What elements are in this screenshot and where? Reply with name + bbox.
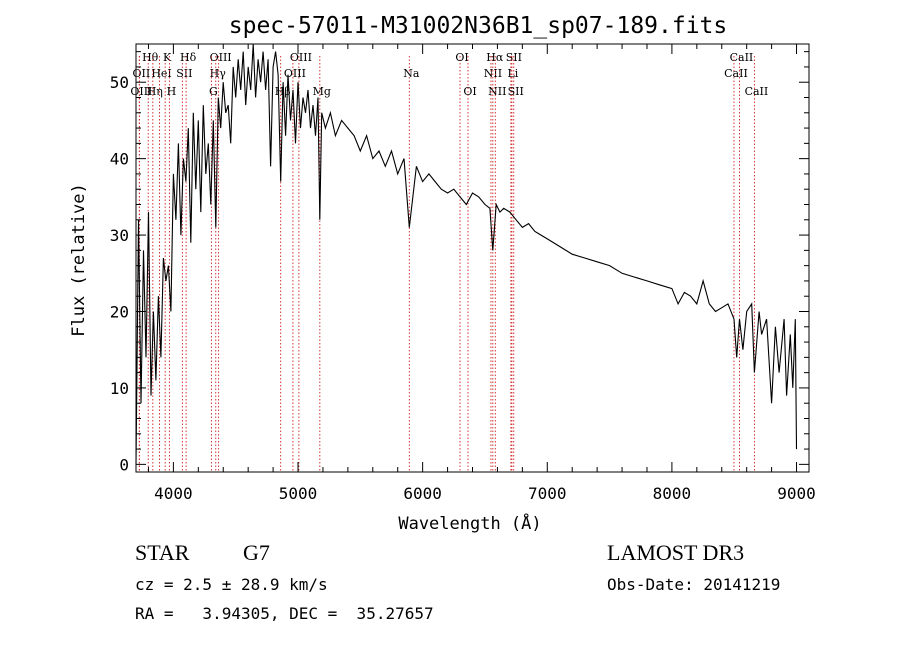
line-marker-label: Na (403, 67, 420, 80)
object-class: STAR (135, 540, 190, 565)
chart-title: spec-57011-M31002N36B1_sp07-189.fits (229, 13, 728, 39)
x-tick-label: 7000 (528, 484, 567, 503)
redshift-velocity: cz = 2.5 ± 28.9 km/s (135, 575, 328, 594)
x-tick-label: 4000 (154, 484, 193, 503)
plot-frame (135, 43, 810, 473)
axis-ticks: 4000 5000 6000 7000 8000 9000 0 10 20 30 40 50 (110, 44, 816, 503)
survey-name: LAMOST DR3 (607, 540, 745, 565)
line-marker-label: Mg (313, 85, 331, 98)
line-marker-label: OI (463, 85, 476, 98)
object-subclass: G7 (243, 540, 270, 565)
coordinates: RA = 3.94305, DEC = 35.27657 (135, 604, 434, 623)
y-tick-label: 40 (110, 150, 129, 169)
y-tick-label: 20 (110, 303, 129, 322)
line-marker-label: SII (508, 85, 524, 98)
line-marker-label: OIII (210, 51, 232, 64)
line-marker-label: OI (455, 51, 468, 64)
line-marker-label: CaII (745, 85, 769, 98)
x-tick-label: 5000 (279, 484, 318, 503)
line-marker-label: SII (176, 67, 192, 80)
y-axis-label: Flux (relative) (69, 183, 89, 337)
spectrum-line (135, 43, 798, 465)
line-marker-label: NII (484, 67, 502, 80)
x-tick-label: 8000 (653, 484, 692, 503)
line-marker-label: OIII (284, 67, 306, 80)
y-tick-label: 30 (110, 226, 129, 245)
y-tick-label: 0 (119, 455, 129, 474)
line-marker-label: K (163, 51, 172, 64)
line-marker-label: Hδ (180, 51, 197, 64)
y-tick-label: 50 (110, 73, 129, 92)
line-marker-label: OIII (290, 51, 312, 64)
observation-date: Obs-Date: 20141219 (607, 575, 781, 594)
line-marker-label: Hθ (142, 51, 159, 64)
y-tick-label: 10 (110, 379, 129, 398)
line-marker-label: H (167, 85, 177, 98)
line-marker-label: Hγ (210, 67, 227, 80)
line-marker-label: OII (133, 67, 151, 80)
line-marker-label: CaII (730, 51, 754, 64)
x-tick-label: 9000 (777, 484, 816, 503)
x-tick-label: 6000 (403, 484, 442, 503)
line-marker-label: Li (507, 67, 518, 80)
line-marker-label: CaII (724, 67, 748, 80)
line-marker-label: G (209, 85, 218, 98)
line-marker-label: NII (488, 85, 506, 98)
line-marker-label: Hη (147, 85, 163, 98)
x-axis-label: Wavelength (Å) (398, 512, 541, 534)
line-marker-label: HeI (151, 67, 171, 80)
